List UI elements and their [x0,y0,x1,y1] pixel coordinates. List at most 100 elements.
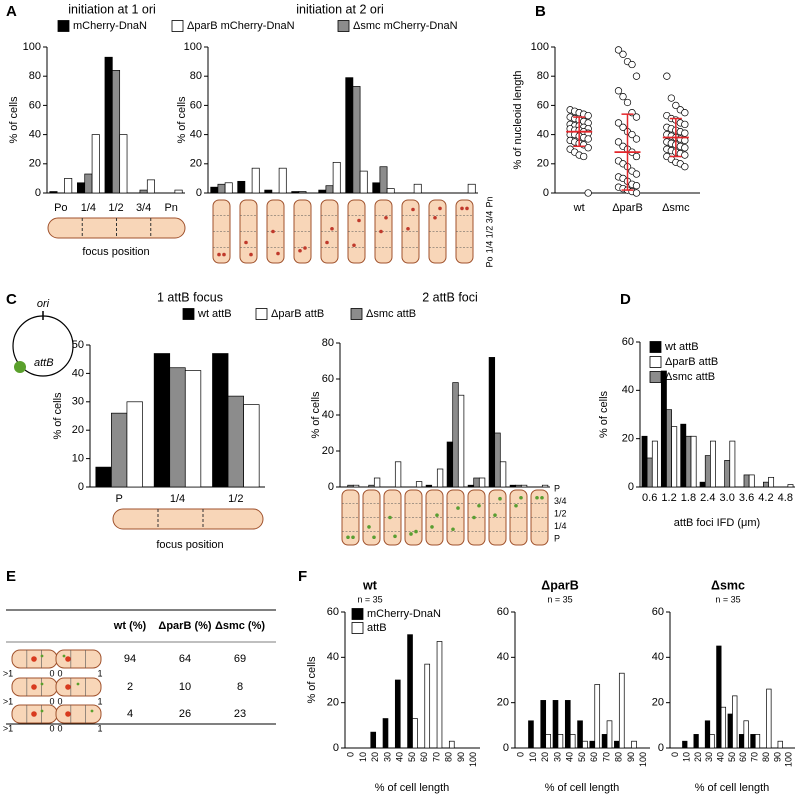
focus-dot [325,240,329,245]
chart-title: 2 attB foci [422,290,478,304]
y-tick-label: 0 [503,742,509,754]
bar [291,191,300,194]
x-tick-label: 0.6 [642,492,657,504]
y-tick-label: 0 [628,481,634,493]
scale-label: 0 [49,723,54,733]
bar [693,734,699,749]
bar [738,734,745,749]
bar [382,718,389,749]
ori-label: ori [37,298,50,310]
column-header: wt (%) [113,620,147,632]
x-tick-label: 1/4 [170,493,185,505]
y-tick-label: 20 [322,445,334,457]
bar [174,189,183,194]
bar [699,481,706,488]
panel-letter: A [6,3,17,20]
x-tick-label: 3.6 [739,492,754,504]
bar [787,484,794,488]
x-tick-label: 3.0 [720,492,735,504]
x-tick-label: 4.2 [758,492,773,504]
table-value: 23 [234,708,246,720]
bar [368,484,375,488]
y-axis-label: % of cells [176,96,188,144]
bar [641,435,648,488]
bar [111,412,128,488]
data-point [619,123,627,131]
data-point [681,163,689,171]
bar [499,461,507,488]
cell-icon [112,508,264,530]
legend-swatch [337,20,350,32]
bar [709,734,715,749]
x-tick-label: 10 [681,752,691,762]
focus-dot [414,529,418,534]
data-point [632,72,641,80]
table-value: 26 [179,708,191,720]
panel-letter: D [620,291,631,308]
data-point [663,72,671,80]
cell-icon [55,649,102,669]
focus-dot [346,535,350,540]
bar [682,740,688,749]
bar [436,641,443,749]
chart-subtitle: n = 35 [357,594,382,604]
focus-dot [351,535,355,540]
bar [77,182,86,194]
bar [651,440,658,488]
focus-dot [438,206,442,211]
y-tick-label: 40 [190,129,202,141]
bar [318,189,327,194]
bar [452,382,459,488]
bar [139,189,148,194]
y-tick-label: 60 [190,99,202,111]
bar [732,695,738,749]
legend-label: wt attB [664,341,699,353]
bar [763,481,769,488]
chart-title: initiation at 1 ori [68,2,156,16]
bar [680,423,687,488]
x-tick-label: 50 [727,752,737,762]
legend-label: Δsmc attB [665,371,715,383]
bar [224,182,233,194]
bar [545,734,551,749]
y-tick-label: 20 [497,697,509,709]
x-axis-label: focus position [156,539,223,551]
y-tick-label: 100 [184,41,202,53]
focus-dot [65,711,71,717]
position-label: 1/2 [484,226,494,239]
bar [446,441,454,488]
panel-letter: F [298,568,307,585]
x-axis-label: % of cell length [545,782,620,794]
x-tick-label: 70 [431,752,441,762]
y-tick-label: 60 [537,99,549,111]
focus-dot [31,711,37,717]
data-point [614,87,623,95]
bar [569,734,576,749]
focus-dot [540,495,544,500]
data-point [619,92,627,101]
x-tick-label: 70 [601,752,611,762]
chart-title: ΔparB [541,578,578,592]
position-label: 1/4 [554,521,567,531]
x-tick-label: 50 [577,752,587,762]
x-tick-label: 50 [407,752,417,762]
y-tick-label: 30 [72,396,84,408]
bar [104,56,113,194]
legend-label: ΔparB attB [665,356,718,368]
bar [436,468,444,488]
bar [373,477,381,488]
focus-dot [456,506,460,510]
scale-label: 0 [57,696,62,706]
x-tick-label: 60 [738,752,748,762]
bar [84,173,93,194]
y-tick-label: 40 [497,651,509,663]
bar [325,185,334,194]
y-tick-label: 40 [29,129,41,141]
bar [720,706,727,749]
y-tick-label: 10 [72,453,84,465]
y-tick-label: 40 [72,367,84,379]
bar [488,357,496,488]
bar [716,645,722,749]
bar [618,672,625,749]
